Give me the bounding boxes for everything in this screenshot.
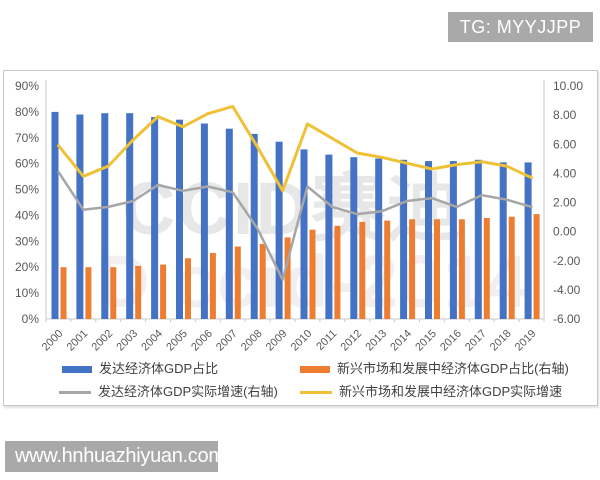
svg-text:2012: 2012: [339, 328, 365, 354]
svg-text:2004: 2004: [139, 328, 165, 354]
svg-text:-2.00: -2.00: [553, 254, 581, 268]
svg-text:-4.00: -4.00: [553, 283, 581, 297]
svg-text:2003: 2003: [114, 328, 140, 354]
x-axis-labels: 2000 2001 2002 2003 2004 2005 2006 2007 2008 2009…: [40, 328, 539, 354]
legend-label-emerging-growth: 新兴市场和发展中经济体GDP实际增速: [339, 384, 563, 399]
svg-text:2017: 2017: [463, 328, 489, 354]
line-series-1: [57, 104, 533, 193]
legend-item-developed-growth: 发达经济体GDP实际增速(右轴): [59, 384, 278, 400]
svg-text:6.00: 6.00: [553, 137, 577, 151]
svg-text:40%: 40%: [15, 208, 39, 222]
svg-text:90%: 90%: [15, 79, 39, 93]
svg-text:2.00: 2.00: [553, 196, 577, 210]
legend-label-developed-share: 发达经济体GDP占比: [99, 361, 219, 376]
svg-text:2002: 2002: [90, 328, 116, 354]
gdp-chart: 90% 80% 70% 60% 50% 40% 30% 20% 10% 0% 10.00 8.00 6.…: [15, 79, 583, 354]
svg-text:2007: 2007: [214, 328, 240, 354]
svg-text:80%: 80%: [15, 105, 39, 119]
svg-text:2008: 2008: [239, 328, 265, 354]
svg-text:8.00: 8.00: [553, 108, 577, 122]
svg-text:2010: 2010: [289, 328, 315, 354]
legend-label-emerging-share: 新兴市场和发展中经济体GDP占比(右轴): [337, 361, 569, 376]
bar-series-0: [51, 111, 532, 320]
legend-swatch-developed-share: [62, 365, 92, 373]
line-series-0: [57, 170, 533, 281]
svg-text:0.00: 0.00: [553, 225, 577, 239]
svg-text:-6.00: -6.00: [553, 312, 581, 326]
svg-text:2006: 2006: [189, 328, 215, 354]
left-axis-labels: 90% 80% 70% 60% 50% 40% 30% 20% 10% 0%: [15, 79, 39, 326]
svg-text:30%: 30%: [15, 234, 39, 248]
svg-text:2019: 2019: [513, 328, 539, 354]
legend-label-developed-growth: 发达经济体GDP实际增速(右轴): [98, 384, 278, 399]
site-url-badge: www.hnhuazhiyuan.com: [5, 441, 225, 472]
svg-text:10.00: 10.00: [553, 79, 583, 93]
svg-text:50%: 50%: [15, 183, 39, 197]
right-axis-labels: 10.00 8.00 6.00 4.00 2.00 0.00 -2.00 -4.00 -6.00: [553, 79, 583, 326]
svg-text:2015: 2015: [413, 328, 439, 354]
svg-text:20%: 20%: [15, 260, 39, 274]
legend-swatch-developed-growth: [59, 390, 91, 394]
legend-item-emerging-growth: 新兴市场和发展中经济体GDP实际增速: [300, 384, 562, 400]
svg-text:60%: 60%: [15, 157, 39, 171]
legend-item-emerging-share: 新兴市场和发展中经济体GDP占比(右轴): [300, 361, 569, 377]
svg-text:2001: 2001: [65, 328, 91, 354]
svg-text:2009: 2009: [264, 328, 290, 354]
legend-item-developed-share: 发达经济体GDP占比: [62, 361, 218, 377]
svg-text:2018: 2018: [488, 328, 514, 354]
svg-text:2013: 2013: [363, 328, 389, 354]
bar-series-1: [60, 214, 540, 319]
svg-text:2016: 2016: [438, 328, 464, 354]
svg-text:4.00: 4.00: [553, 166, 577, 180]
legend-swatch-emerging-growth: [300, 390, 332, 394]
svg-text:70%: 70%: [15, 131, 39, 145]
svg-text:2000: 2000: [40, 328, 66, 354]
chart-panel: CCID赛迪 D ccid-2014 90%80%70%60%50%40%30%…: [3, 70, 598, 406]
svg-text:10%: 10%: [15, 286, 39, 300]
legend-swatch-emerging-share: [300, 365, 330, 373]
svg-text:2005: 2005: [164, 328, 190, 354]
tg-badge: TG: MYYJJPP: [448, 12, 593, 42]
svg-text:2014: 2014: [388, 328, 414, 354]
svg-text:2011: 2011: [314, 328, 339, 353]
svg-text:0%: 0%: [22, 312, 40, 326]
